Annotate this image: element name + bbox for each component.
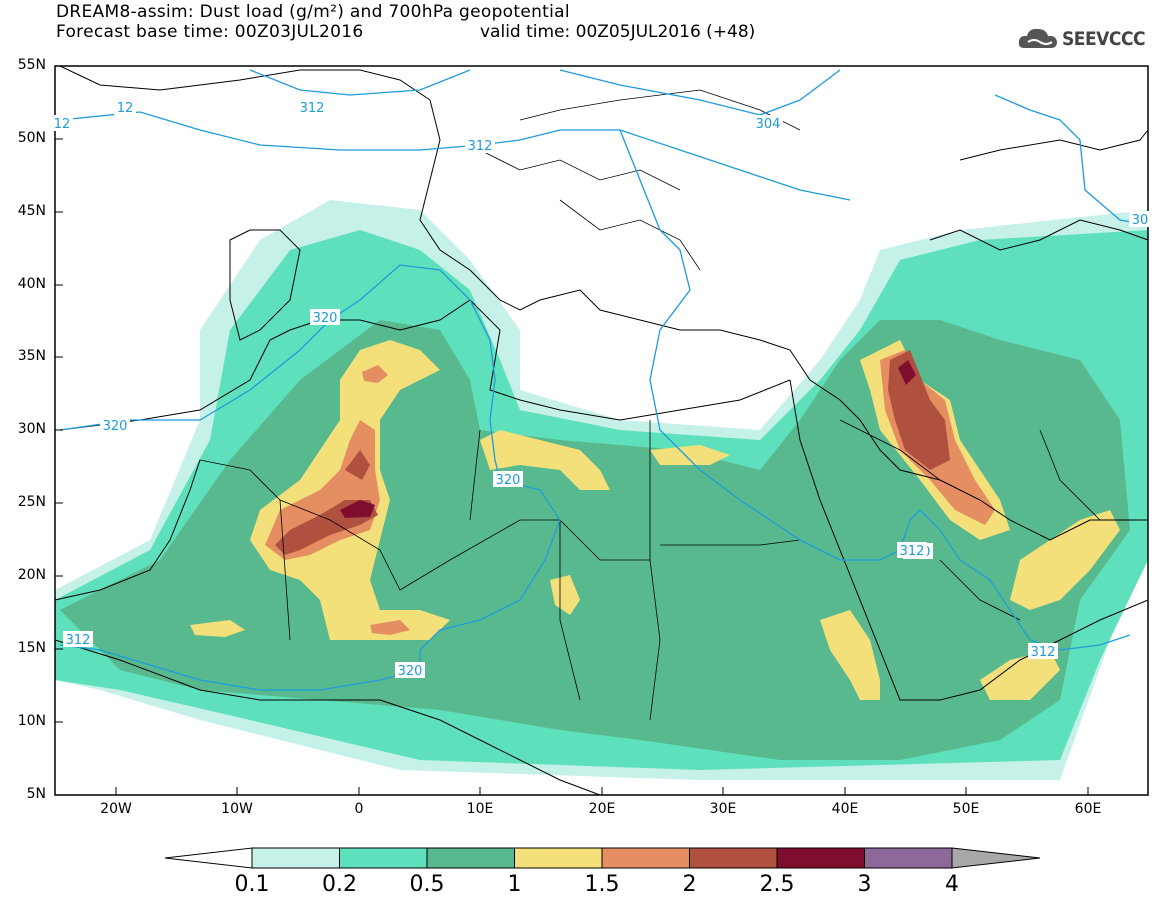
forecast-base-time: Forecast base time: 00Z03JUL2016 — [56, 22, 364, 42]
valid-time: valid time: 00Z05JUL2016 (+48) — [480, 22, 756, 42]
dust-region-1e — [980, 650, 1060, 700]
lon-label: 60E — [1074, 801, 1102, 817]
lon-label: 20E — [588, 801, 616, 817]
map-title: DREAM8-assim: Dust load (g/m²) and 700hP… — [56, 2, 570, 22]
colorbar-segment — [776, 847, 865, 869]
lon-label: 10E — [466, 801, 494, 817]
lat-label: 40N — [17, 276, 46, 292]
contour-label: 320 — [493, 471, 523, 488]
dust-region-2-5b — [898, 360, 916, 385]
country-borders — [199, 89, 1101, 721]
contour-label: 30 — [1129, 211, 1151, 228]
dust-region-1-5d — [362, 365, 388, 383]
lon-label: 10W — [221, 801, 253, 817]
svg-text:312: 312 — [900, 544, 925, 559]
dust-region-2b — [888, 350, 950, 470]
contour-label: 12 — [114, 99, 136, 116]
svg-text:312: 312 — [468, 139, 493, 154]
contour-label: 312 — [897, 542, 927, 559]
colorbar-label: 4 — [945, 872, 959, 897]
lon-label: 30E — [709, 801, 737, 817]
lat-label: 25N — [17, 494, 46, 510]
colorbar-segment — [601, 847, 690, 869]
dust-region-1-5c — [370, 620, 410, 635]
colorbar-label: 2.5 — [759, 872, 795, 897]
colorbar-label: 1 — [507, 872, 522, 897]
lon-label: 40E — [831, 801, 859, 817]
map-ticks — [55, 138, 1089, 795]
colorbar-max-arrow — [951, 847, 1041, 869]
svg-text:320: 320 — [103, 419, 128, 434]
lat-label: 30N — [17, 421, 46, 437]
colorbar-segment — [339, 847, 428, 869]
lat-label: 5N — [26, 786, 46, 802]
dust-region-1d — [1010, 510, 1120, 610]
colorbar-label: 2 — [682, 872, 697, 897]
cloud-logo-icon — [1018, 28, 1057, 48]
svg-text:320: 320 — [496, 473, 521, 488]
lat-label: 35N — [17, 348, 46, 364]
lat-label: 55N — [17, 57, 46, 73]
lat-label: 45N — [17, 203, 46, 219]
contour-label: 312 — [297, 99, 327, 116]
colorbar-segment — [426, 847, 515, 869]
svg-text:312: 312 — [1031, 645, 1056, 660]
colorbar-label: 0.1 — [234, 872, 270, 897]
colorbar-label: 3 — [857, 872, 872, 897]
dust-load-fields — [55, 200, 1148, 780]
dust-region-2-5 — [340, 500, 375, 518]
lon-label: 20W — [100, 801, 132, 817]
svg-text:12: 12 — [54, 117, 71, 132]
colorbar-label: 0.2 — [322, 872, 357, 897]
lon-label: 50E — [952, 801, 980, 817]
svg-text:320: 320 — [398, 664, 423, 679]
lat-label: 20N — [17, 567, 46, 583]
svg-text:312: 312 — [66, 633, 91, 648]
dust-region-2c — [345, 450, 370, 480]
contour-label: 320 — [310, 309, 340, 326]
colorbar-label: 0.5 — [409, 872, 445, 897]
svg-text:30: 30 — [1132, 213, 1149, 228]
colorbar-segment — [689, 847, 778, 869]
contour-label: 320 — [100, 417, 130, 434]
colorbar-label: 1.5 — [584, 872, 620, 897]
svg-text:12: 12 — [117, 101, 134, 116]
lon-label: 0 — [354, 801, 364, 817]
contour-label: 312 — [465, 137, 495, 154]
colorbar-min-arrow — [164, 847, 253, 869]
dust-region-1f — [820, 610, 880, 700]
lat-label: 10N — [17, 713, 46, 729]
dust-region-1i — [550, 575, 580, 615]
contour-label: 312 — [63, 631, 93, 648]
contour-label: 312 — [1028, 643, 1058, 660]
lat-label: 50N — [17, 130, 46, 146]
svg-text:312: 312 — [300, 101, 325, 116]
contour-label: 12 — [51, 115, 73, 132]
colorbar-segment — [864, 847, 953, 869]
colorbar-segment — [251, 847, 340, 869]
logo-text: SEEVCCC — [1062, 28, 1146, 50]
dust-region-1g — [650, 445, 730, 465]
colorbar-segment — [514, 847, 603, 869]
colorbar — [164, 847, 1041, 869]
contour-label: 320 — [395, 662, 425, 679]
dust-region-1h — [190, 620, 245, 637]
contour-label: 304 — [753, 115, 783, 132]
dust-region-1b — [480, 430, 610, 490]
lat-label: 15N — [17, 640, 46, 656]
svg-text:320: 320 — [313, 311, 338, 326]
svg-text:304: 304 — [756, 117, 781, 132]
